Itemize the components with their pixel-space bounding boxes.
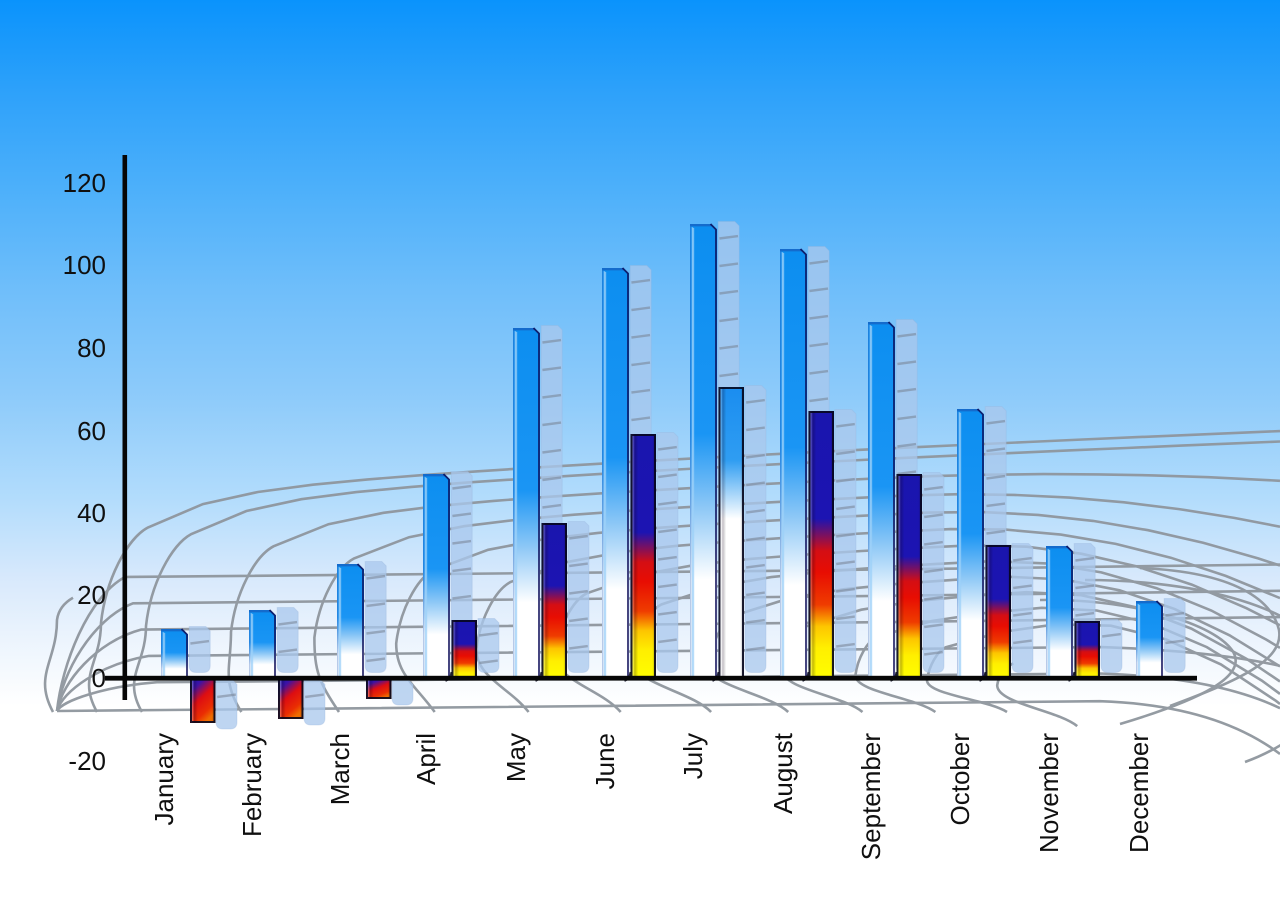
svg-text:80: 80 [77, 333, 106, 363]
svg-text:40: 40 [77, 498, 106, 528]
svg-text:June: June [590, 733, 620, 789]
svg-text:November: November [1034, 733, 1064, 853]
svg-text:May: May [501, 733, 531, 782]
svg-text:December: December [1124, 733, 1154, 853]
svg-text:January: January [149, 733, 179, 826]
svg-text:September: September [856, 733, 886, 861]
svg-text:60: 60 [77, 416, 106, 446]
svg-text:120: 120 [63, 168, 106, 198]
svg-text:March: March [325, 733, 355, 805]
svg-text:August: August [768, 732, 798, 814]
svg-text:July: July [678, 733, 708, 779]
svg-text:0: 0 [92, 663, 106, 693]
svg-text:-20: -20 [68, 746, 106, 776]
svg-text:April: April [411, 733, 441, 785]
svg-text:20: 20 [77, 580, 106, 610]
svg-text:February: February [237, 733, 267, 837]
svg-text:October: October [945, 733, 975, 826]
svg-text:100: 100 [63, 250, 106, 280]
